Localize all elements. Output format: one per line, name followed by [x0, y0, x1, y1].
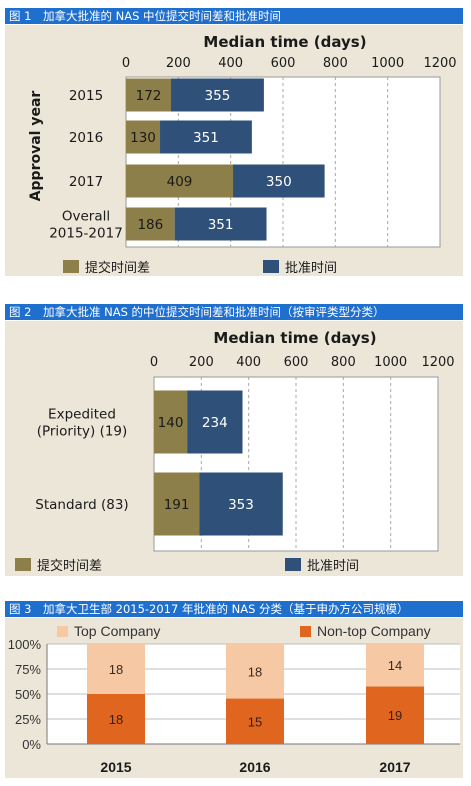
data-label: 19 [388, 708, 402, 723]
bar-segment [126, 207, 175, 241]
data-label: 172 [136, 88, 162, 104]
figure2-legend-approval: 批准时间 [285, 555, 359, 574]
x-tick-label: 400 [218, 56, 243, 71]
legend-swatch-nontop [300, 625, 311, 637]
x-tick-label: 800 [331, 355, 356, 370]
category-label: Expedited [48, 407, 116, 423]
bar-segment [154, 472, 200, 536]
data-label: 130 [130, 130, 156, 146]
data-label: 191 [164, 497, 190, 513]
category-label: 2015 [69, 88, 103, 104]
category-label: (Priority) (19) [37, 424, 128, 440]
x-tick-label: 1000 [371, 56, 404, 71]
x-tick-label: 2016 [239, 759, 270, 775]
data-label: 351 [208, 217, 234, 233]
legend-swatch-gap [63, 260, 79, 273]
data-label: 140 [158, 415, 184, 431]
data-label: 18 [109, 662, 123, 677]
figure2-chart: 0 200 400 600 800 1000 1200 Median time (days) E… [35, 329, 455, 552]
legend-swatch-top [57, 625, 68, 637]
category-label: 2016 [69, 130, 103, 146]
legend-label-nontop: Non-top Company [317, 623, 431, 639]
bar-segment [199, 472, 283, 536]
bar-segment [366, 686, 424, 744]
chart-title: Median time (days) [213, 329, 376, 347]
bar-segment [126, 78, 172, 112]
bar-segment [126, 164, 234, 198]
x-tick-label: 800 [323, 56, 348, 71]
bar-segment [87, 694, 145, 744]
legend-swatch-approval [263, 260, 279, 273]
data-label: 14 [388, 658, 402, 673]
y-tick-label: 100% [8, 637, 42, 652]
data-label: 353 [228, 497, 254, 513]
x-tick-label: 2015 [100, 759, 131, 775]
bar-segment [187, 390, 243, 454]
x-tick-label: 0 [122, 56, 130, 71]
x-tick-label: 200 [189, 355, 214, 370]
bar-segment [126, 120, 161, 154]
figure1-chart: 0 200 400 600 800 1000 1200 Median time (days) A… [28, 33, 457, 248]
bar-segment [366, 644, 424, 687]
x-tick-label: 200 [166, 56, 191, 71]
x-tick-label: 0 [150, 355, 158, 370]
figure1-legend-approval: 批准时间 [263, 257, 337, 276]
figure3-chart: 0% 25% 50% 75% 100% 18 18 2015 15 18 2016 19 14 2017 [8, 637, 460, 775]
figure3-caption: 图 3 加拿大卫生部 2015-2017 年批准的 NAS 分类（基于申办方公司… [5, 601, 463, 617]
y-axis-label: Approval year [28, 91, 44, 202]
bar-segment [160, 120, 252, 154]
x-tick-label: 1200 [421, 355, 454, 370]
legend-label-top: Top Company [74, 623, 161, 639]
figure3-panel: 0% 25% 50% 75% 100% 18 18 2015 15 18 2016 19 14 2017 … [5, 618, 463, 778]
category-label: 2015-2017 [49, 226, 123, 242]
bar-segment [171, 78, 264, 112]
legend-label-approval: 批准时间 [307, 559, 360, 574]
figure2-caption: 图 2 加拿大批准 NAS 的中位提交时间差和批准时间（按审评类型分类） [5, 304, 463, 320]
figure3-legend-top: Top Company [57, 623, 160, 639]
x-tick-label: 600 [284, 355, 309, 370]
data-label: 351 [193, 130, 219, 146]
x-tick-label: 1000 [374, 355, 407, 370]
data-label: 18 [248, 664, 262, 679]
bar-segment [226, 698, 284, 744]
data-label: 18 [109, 712, 123, 727]
y-tick-label: 50% [15, 687, 41, 702]
data-label: 234 [202, 415, 228, 431]
bar-segment [174, 207, 267, 241]
category-label: Standard (83) [35, 497, 128, 513]
bar-segment [154, 390, 188, 454]
figure2-panel: 0 200 400 600 800 1000 1200 Median time (days) E… [5, 321, 463, 576]
y-tick-label: 0% [22, 737, 41, 752]
figure2-legend-gap: 提交时间差 [15, 555, 102, 574]
legend-swatch-gap [15, 558, 31, 571]
figure3-legend-nontop: Non-top Company [300, 623, 431, 639]
data-label: 15 [248, 714, 262, 729]
legend-label-gap: 提交时间差 [85, 261, 151, 276]
figure1-panel: 0 200 400 600 800 1000 1200 Median time (days) A… [5, 25, 463, 276]
y-tick-label: 75% [15, 662, 41, 677]
x-tick-label: 2017 [379, 759, 410, 775]
legend-swatch-approval [285, 558, 301, 571]
category-label: 2017 [69, 174, 103, 190]
data-label: 186 [137, 217, 163, 233]
x-tick-label: 1200 [423, 56, 456, 71]
bar-segment [87, 644, 145, 694]
chart-title: Median time (days) [203, 33, 366, 51]
category-label: Overall [62, 209, 110, 225]
bar-segment [233, 164, 325, 198]
figure1-legend-gap: 提交时间差 [63, 257, 150, 276]
y-tick-label: 25% [15, 712, 41, 727]
data-label: 350 [266, 174, 292, 190]
x-tick-label: 600 [271, 56, 296, 71]
legend-label-gap: 提交时间差 [37, 559, 103, 574]
bar-segment [226, 644, 284, 699]
figure1-caption: 图 1 加拿大批准的 NAS 中位提交时间差和批准时间 [5, 8, 463, 24]
legend-label-approval: 批准时间 [285, 261, 338, 276]
data-label: 355 [205, 88, 231, 104]
x-tick-label: 400 [236, 355, 261, 370]
data-label: 409 [167, 174, 193, 190]
